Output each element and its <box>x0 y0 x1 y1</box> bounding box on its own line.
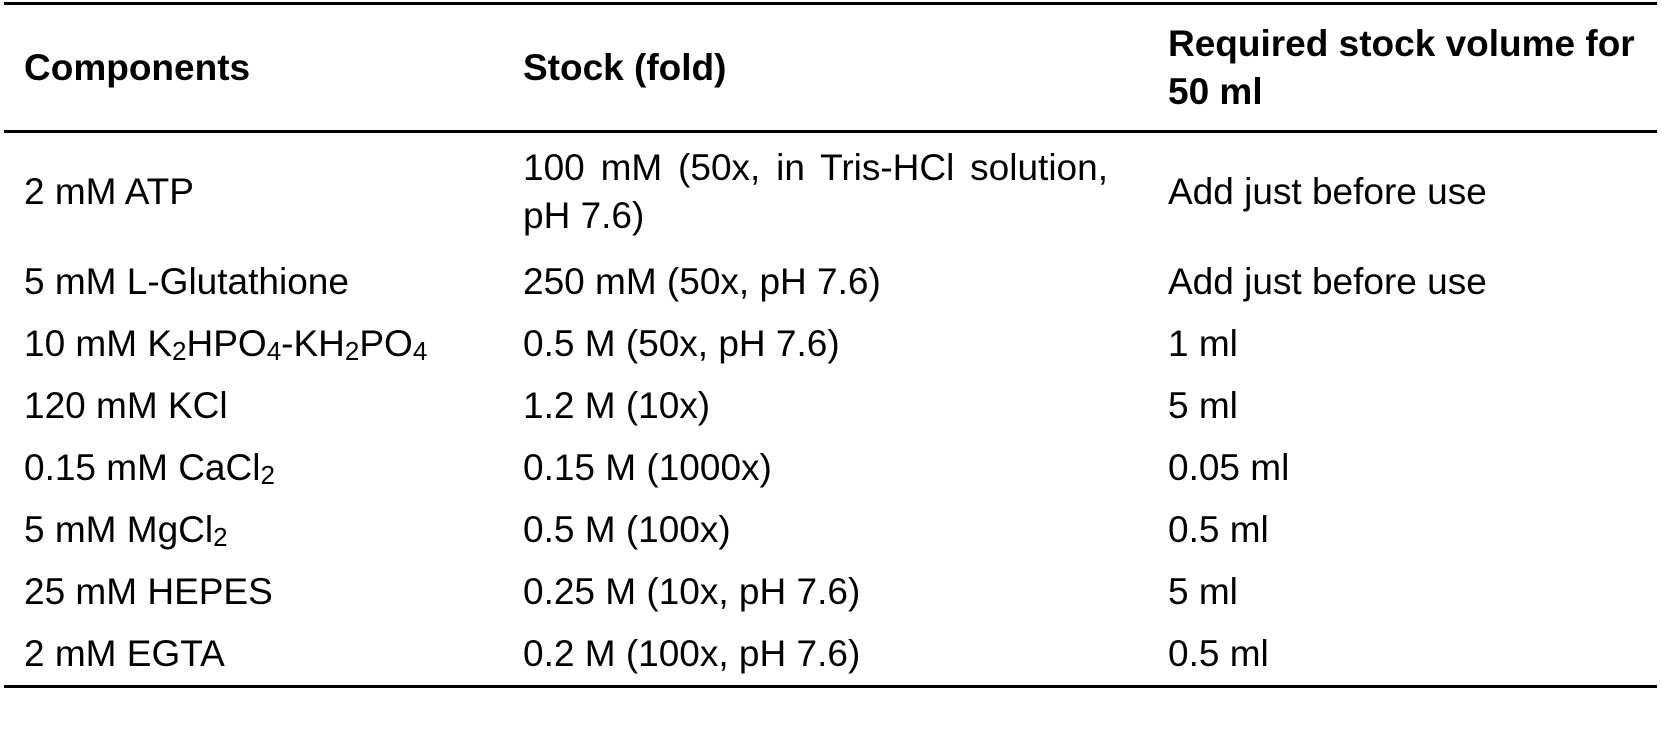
cell-volume: 0.05 ml <box>1168 447 1290 488</box>
cell-stock: 0.25 M (10x, pH 7.6) <box>523 571 861 612</box>
cell-stock: 1.2 M (10x) <box>523 385 711 426</box>
cell-stock: 0.15 M (1000x) <box>523 447 772 488</box>
cell-stock: 0.2 M (100x, pH 7.6) <box>523 633 861 674</box>
table-row: 5 mM L-Glutathione 250 mM (50x, pH 7.6) … <box>4 251 1657 313</box>
subscript: 4 <box>266 336 282 366</box>
component-text: 5 mM MgCl <box>24 509 214 550</box>
cell-volume: Add just before use <box>1168 261 1487 302</box>
cell-component: 10 mM K2HPO4-KH2PO4 <box>4 313 503 375</box>
cell-component: 25 mM HEPES <box>24 571 273 612</box>
header-row: Components Stock (fold) Required stock v… <box>4 3 1657 132</box>
cell-component: 5 mM L-Glutathione <box>24 261 349 302</box>
table-row: 120 mM KCl 1.2 M (10x) 5 ml <box>4 375 1657 437</box>
cell-component: 2 mM ATP <box>24 171 194 212</box>
table-row: 2 mM ATP 100 mM (50x, in Tris-HCl soluti… <box>4 132 1657 252</box>
header-required-volume: Required stock volume for 50 ml <box>1168 22 1635 112</box>
cell-stock: 250 mM (50x, pH 7.6) <box>523 261 881 302</box>
cell-stock: 100 mM (50x, in Tris-HCl solution, pH 7.… <box>523 147 1108 236</box>
table-header: Components Stock (fold) Required stock v… <box>4 3 1657 132</box>
subscript: 2 <box>260 460 275 490</box>
cell-component: 120 mM KCl <box>24 385 228 426</box>
component-text: -KH <box>281 323 345 364</box>
cell-volume: 0.5 ml <box>1168 633 1269 674</box>
table-row: 25 mM HEPES 0.25 M (10x, pH 7.6) 5 ml <box>4 561 1657 623</box>
header-stock-fold: Stock (fold) <box>523 46 727 88</box>
subscript: 4 <box>412 336 428 366</box>
cell-volume: 0.5 ml <box>1168 509 1269 550</box>
table-body: 2 mM ATP 100 mM (50x, in Tris-HCl soluti… <box>4 132 1657 687</box>
subscript: 2 <box>344 336 360 366</box>
cell-volume: Add just before use <box>1168 171 1487 212</box>
components-table: Components Stock (fold) Required stock v… <box>4 2 1657 688</box>
component-text: 10 mM K <box>24 323 173 364</box>
component-text: 0.15 mM CaCl <box>24 447 261 488</box>
cell-component: 0.15 mM CaCl2 <box>4 437 503 499</box>
subscript: 2 <box>172 336 187 366</box>
cell-component: 2 mM EGTA <box>24 633 225 674</box>
table-row: 5 mM MgCl2 0.5 M (100x) 0.5 ml <box>4 499 1657 561</box>
table-row: 10 mM K2HPO4-KH2PO4 0.5 M (50x, pH 7.6) … <box>4 313 1657 375</box>
table-row: 2 mM EGTA 0.2 M (100x, pH 7.6) 0.5 ml <box>4 623 1657 687</box>
cell-volume: 5 ml <box>1168 385 1238 426</box>
table-row: 0.15 mM CaCl2 0.15 M (1000x) 0.05 ml <box>4 437 1657 499</box>
cell-volume: 5 ml <box>1168 571 1238 612</box>
cell-volume: 1 ml <box>1168 323 1238 364</box>
cell-stock: 0.5 M (100x) <box>523 509 731 550</box>
header-components: Components <box>24 46 251 88</box>
cell-component: 5 mM MgCl2 <box>4 499 503 561</box>
component-text: PO <box>359 323 413 364</box>
cell-stock: 0.5 M (50x, pH 7.6) <box>523 323 840 364</box>
component-text: HPO <box>186 323 267 364</box>
subscript: 2 <box>213 522 228 552</box>
